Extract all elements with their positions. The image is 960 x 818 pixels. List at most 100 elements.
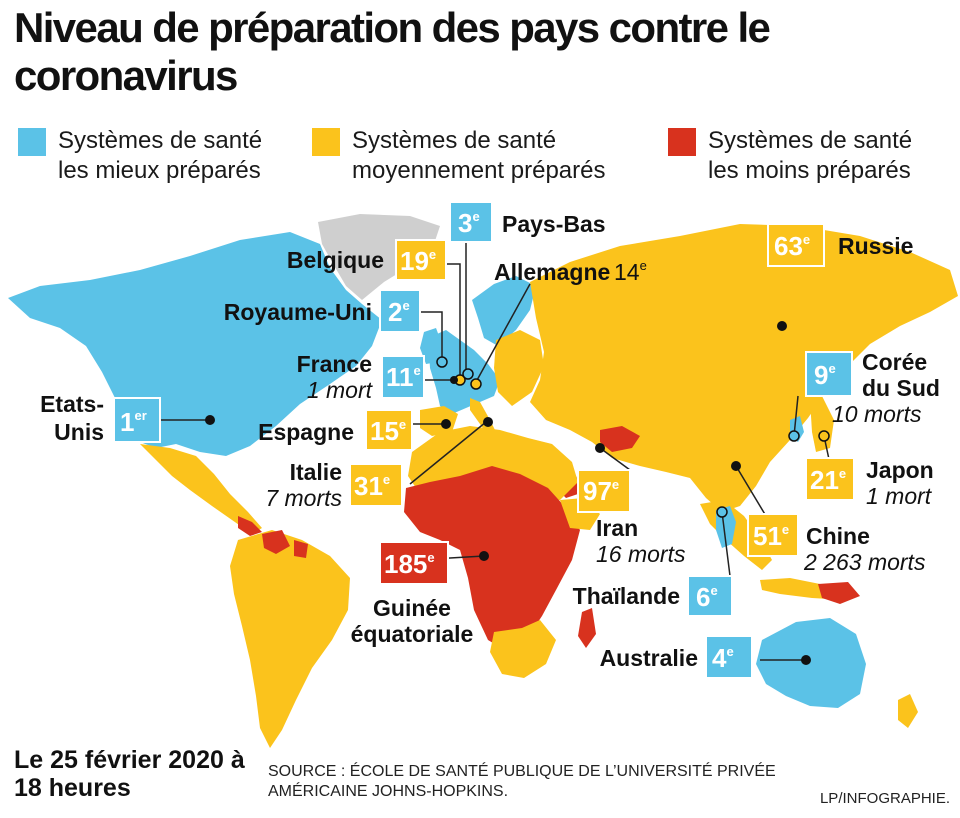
madagascar-shape [578, 608, 596, 648]
east-europe-shape [494, 330, 544, 406]
deaths-coree: 10 morts [832, 401, 922, 427]
rank-suffix-italie: e [383, 472, 390, 487]
rank-suffix-iran: e [612, 477, 619, 492]
label-guinee-1: Guinée [373, 595, 451, 621]
legend-label-medium: Systèmes de santé moyennement préparés [352, 127, 606, 184]
japan-shape [810, 396, 834, 452]
legend-label-best: Systèmes de santé les mieux préparés [58, 127, 263, 184]
rank-coree: 9 [814, 360, 828, 390]
dot-chine [731, 461, 741, 471]
rank-australie: 4 [712, 643, 727, 673]
dot-france [450, 376, 458, 384]
italy-shape [470, 398, 498, 438]
country-uk: 2e Royaume-Uni [224, 289, 421, 333]
svg-text:14e: 14e [614, 258, 647, 285]
guyana-red-shape [294, 540, 308, 558]
north-america-shape [8, 232, 382, 456]
rank-suffix-uk: e [402, 298, 409, 313]
svg-text:185e: 185e [384, 549, 435, 579]
rank-box-russie [767, 223, 825, 267]
dot-allemagne [470, 378, 482, 390]
rank-suffix-usa: er [134, 408, 146, 423]
footer-date: Le 25 février 2020 à 18 heures [14, 746, 245, 802]
country-france: 11e France 1 mort [297, 351, 425, 403]
rank-box-australie [705, 635, 753, 679]
svg-text:15e: 15e [370, 416, 406, 446]
rank-suffix-pays-bas: e [472, 209, 479, 224]
rank-france: 11 [386, 362, 414, 392]
country-allemagne: Allemagne 14e [494, 258, 647, 285]
dot-iran [595, 443, 605, 453]
rank-italie: 31 [354, 471, 383, 501]
dot-japon [818, 430, 830, 442]
country-pays-bas: 3e Pays-Bas [449, 201, 606, 243]
greenland-shape [318, 214, 440, 300]
dot-espagne [441, 419, 451, 429]
dot-australie [801, 655, 811, 665]
rank-suffix-allemagne: e [640, 258, 647, 273]
footer-source: SOURCE : ÉCOLE DE SANTÉ PUBLIQUE DE L’UN… [268, 763, 776, 800]
country-australie: 4e Australie [600, 635, 753, 679]
rank-suffix-france: e [414, 363, 421, 378]
rank-suffix-guinee: e [427, 550, 434, 565]
rank-guinee: 185 [384, 549, 427, 579]
label-uk: Royaume-Uni [224, 299, 372, 325]
legend-item-worst: Systèmes de santé les moins préparés [668, 126, 912, 186]
rank-box-chine [747, 513, 799, 557]
rank-box-japon [805, 457, 855, 501]
dot-usa [205, 415, 215, 425]
label-allemagne: Allemagne [494, 259, 610, 285]
rank-chine: 51 [753, 521, 782, 551]
country-coree: 9e Corée du Sud 10 morts [805, 349, 940, 427]
footer-credit: LP/INFOGRAPHIE. [819, 790, 950, 807]
legend-label-worst: Systèmes de santé les moins préparés [708, 127, 913, 184]
country-iran: 97e Iran 16 morts [577, 469, 686, 567]
svg-text:51e: 51e [753, 521, 789, 551]
rank-box-thailande [687, 575, 733, 617]
rank-suffix-japon: e [839, 466, 846, 481]
deaths-chine: 2 263 morts [803, 549, 926, 575]
legend-swatch-worst [668, 128, 696, 156]
africa-red-shape [404, 466, 580, 652]
australia-shape [756, 618, 866, 708]
svg-text:3e: 3e [458, 208, 480, 238]
south-america-shape [230, 530, 350, 748]
rank-uk: 2 [388, 297, 402, 327]
rank-thailande: 6 [696, 582, 710, 612]
rank-pays-bas: 3 [458, 208, 472, 238]
dot-pays-bas [462, 368, 474, 380]
label-chine: Chine [806, 523, 870, 549]
country-russie: 63e Russie [767, 223, 913, 267]
rank-box-guinee [379, 541, 449, 585]
rank-box-usa [113, 397, 161, 443]
dot-thailande [716, 506, 728, 518]
legend-item-best: Systèmes de santé les mieux préparés [18, 126, 262, 186]
label-iran: Iran [596, 515, 638, 541]
deaths-japon: 1 mort [866, 483, 933, 509]
legend-swatch-medium [312, 128, 340, 156]
label-italie: Italie [290, 459, 342, 485]
venezuela-red-shape [262, 530, 290, 554]
label-russie: Russie [838, 233, 913, 259]
country-italie: 31e Italie 7 morts [265, 459, 403, 511]
country-japon: 21e Japon 1 mort [805, 457, 934, 509]
label-espagne: Espagne [258, 419, 354, 445]
dot-italie [483, 417, 493, 427]
rank-suffix-espagne: e [399, 417, 406, 432]
label-france: France [297, 351, 372, 377]
svg-text:4e: 4e [712, 643, 734, 673]
label-guinee-2: équatoriale [351, 621, 474, 647]
papua-red-shape [818, 582, 860, 604]
svg-text:63e: 63e [774, 231, 810, 261]
rank-box-uk [379, 289, 421, 333]
deaths-iran: 16 morts [596, 541, 686, 567]
rank-box-coree [805, 351, 853, 397]
country-espagne: 15e Espagne [258, 409, 413, 451]
rank-russie: 63 [774, 231, 803, 261]
rank-suffix-australie: e [726, 644, 733, 659]
legend-item-medium: Systèmes de santé moyennement préparés [312, 126, 605, 186]
rank-box-espagne [365, 409, 413, 451]
dot-russie [777, 321, 787, 331]
rank-box-italie [349, 463, 403, 507]
